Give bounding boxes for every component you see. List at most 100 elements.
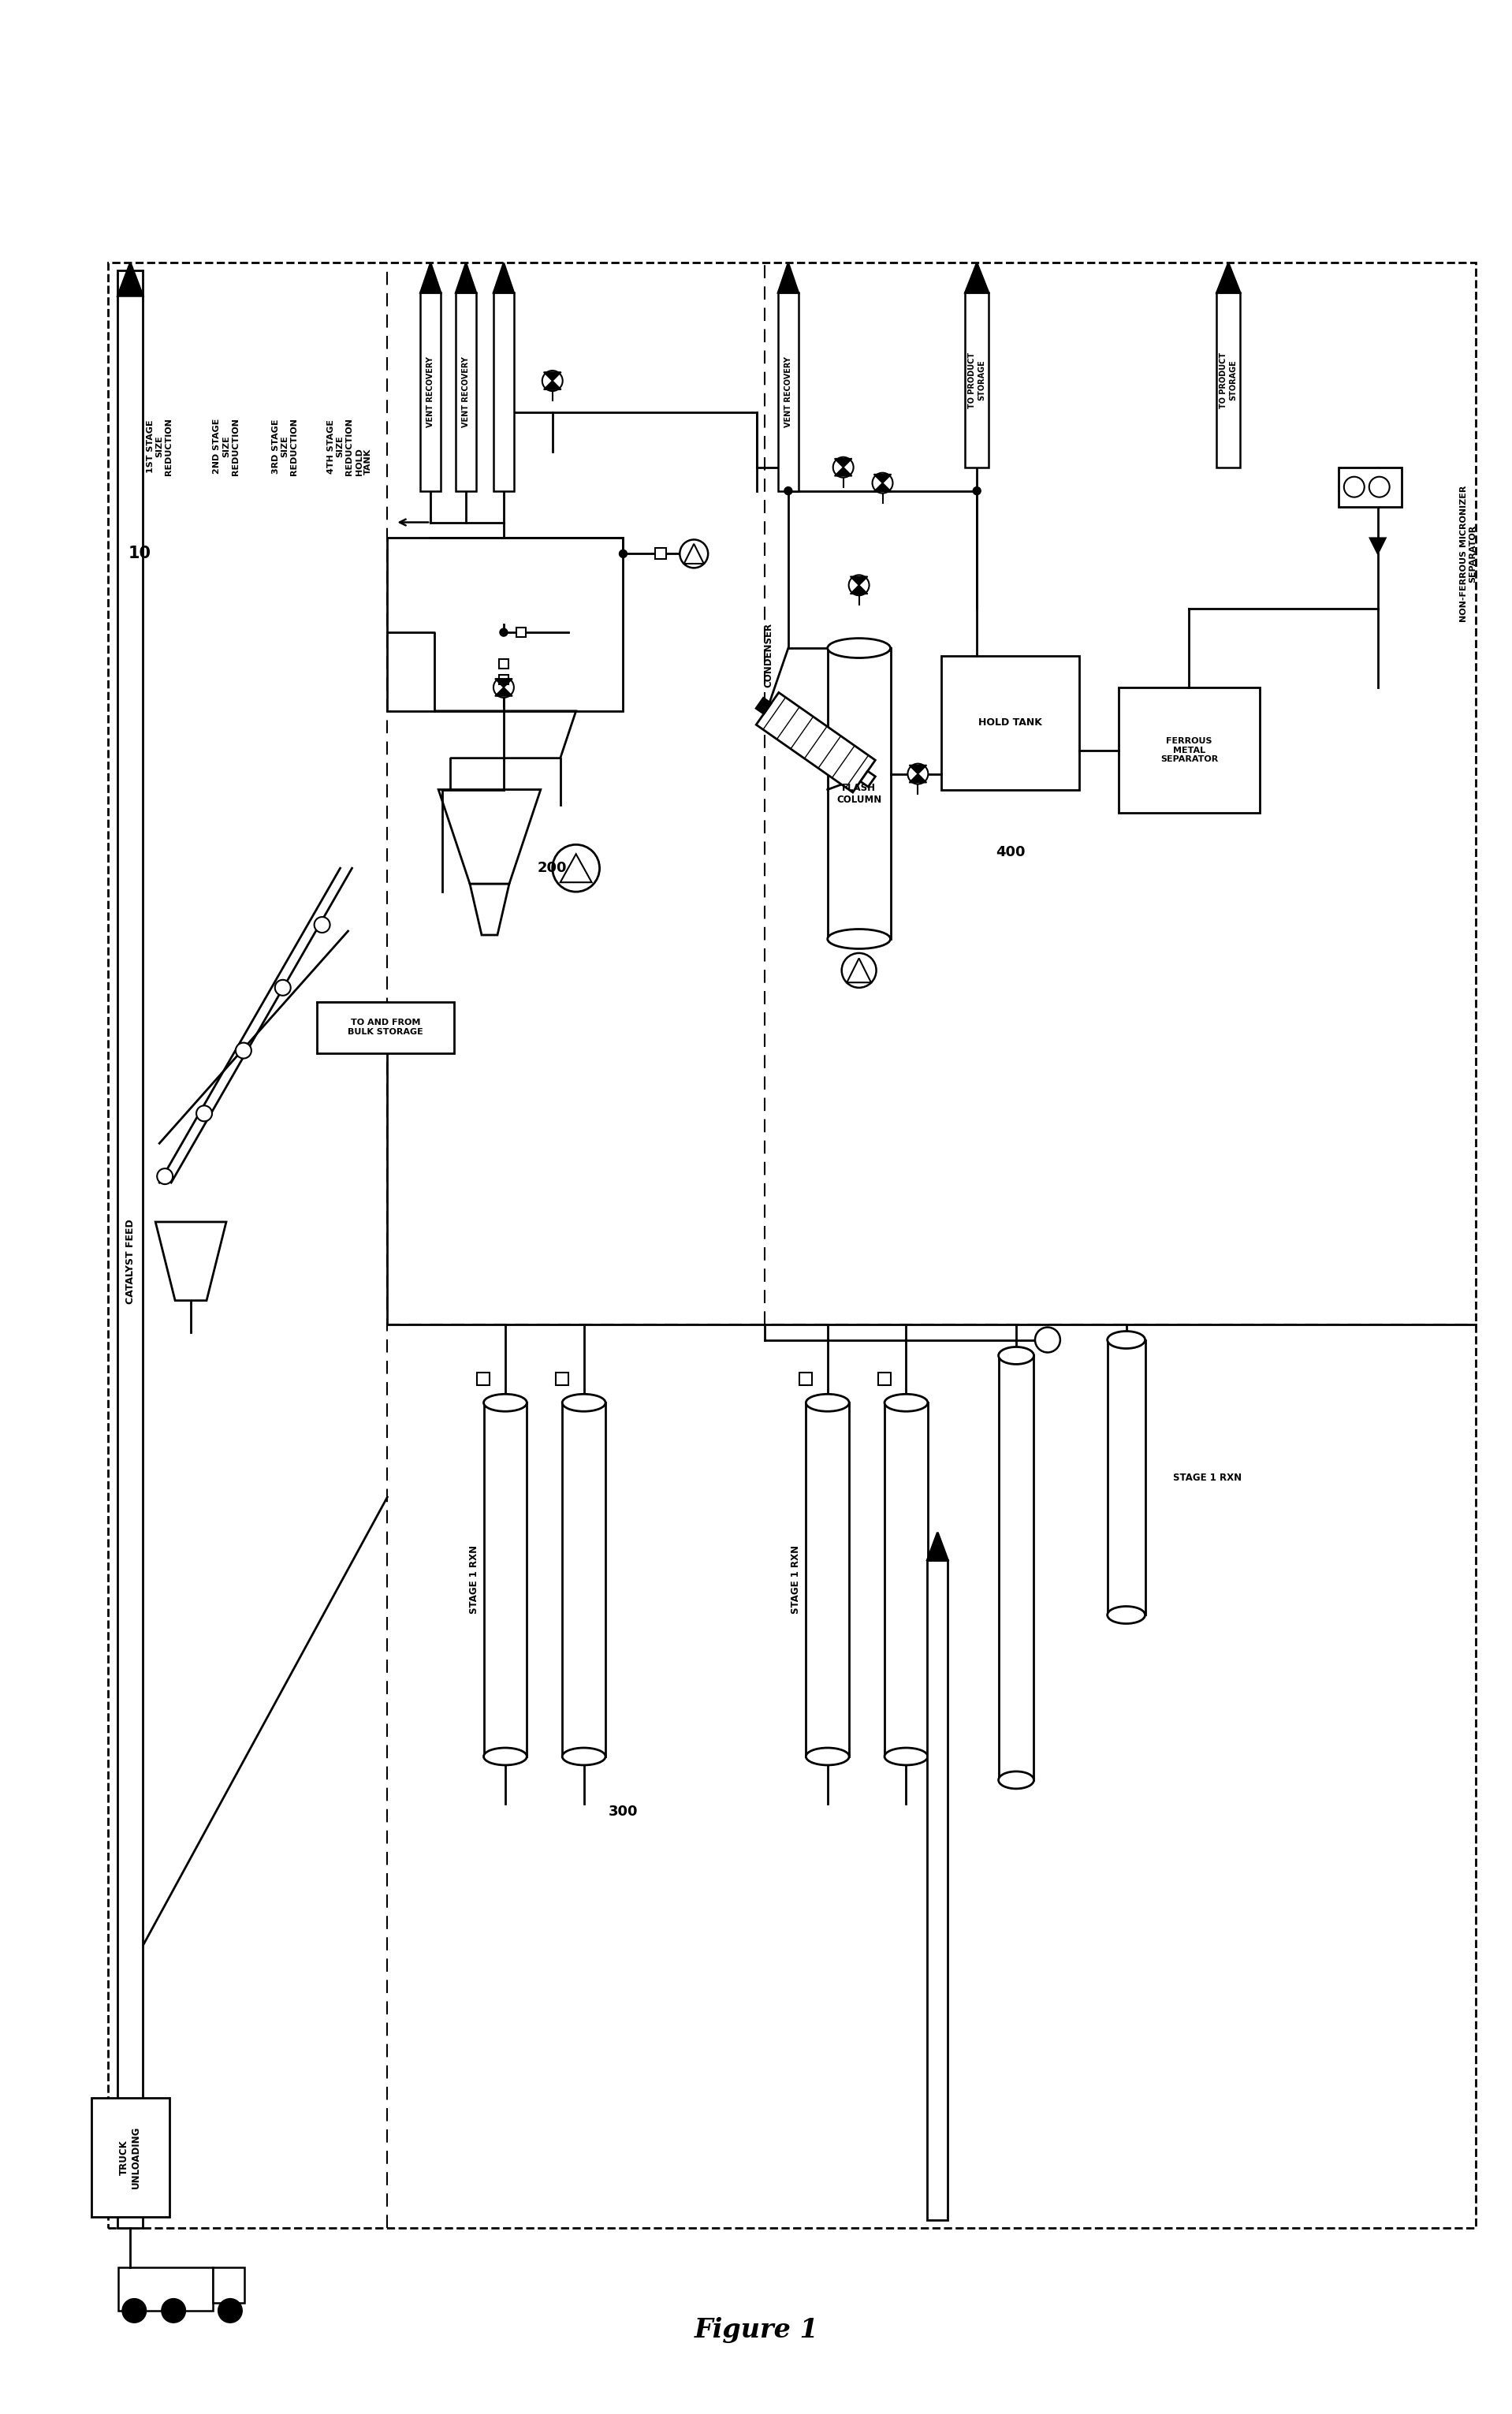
Bar (885, 1403, 928, 1757)
Bar (806, 1403, 850, 1757)
Ellipse shape (1107, 1330, 1145, 1349)
Text: HOLD
TANK: HOLD TANK (355, 447, 372, 476)
Circle shape (314, 917, 330, 932)
Circle shape (872, 473, 892, 492)
Circle shape (493, 678, 514, 698)
Ellipse shape (562, 1395, 605, 1412)
Bar (499, 659, 508, 669)
Ellipse shape (806, 1748, 850, 1765)
Polygon shape (927, 1533, 948, 1559)
Text: VENT RECOVERY: VENT RECOVERY (463, 357, 470, 427)
Ellipse shape (1107, 1605, 1145, 1625)
Circle shape (1344, 476, 1364, 497)
Bar (516, 628, 526, 637)
Polygon shape (118, 263, 144, 297)
Ellipse shape (484, 1748, 526, 1765)
Bar (800, 1374, 812, 1386)
Circle shape (218, 2298, 242, 2322)
Bar (1217, 292, 1240, 468)
Text: TO PRODUCT
STORAGE: TO PRODUCT STORAGE (1220, 352, 1237, 408)
Ellipse shape (562, 1748, 605, 1765)
Bar (1338, 468, 1402, 507)
Text: 300: 300 (608, 1803, 638, 1818)
Bar (942, 657, 1080, 789)
Polygon shape (544, 372, 561, 381)
Circle shape (785, 488, 792, 495)
Text: 4TH STAGE
SIZE
REDUCTION: 4TH STAGE SIZE REDUCTION (327, 418, 354, 476)
Text: 2ND STAGE
SIZE
REDUCTION: 2ND STAGE SIZE REDUCTION (213, 418, 239, 476)
Ellipse shape (885, 1748, 928, 1765)
Bar (455, 292, 476, 490)
Polygon shape (1217, 263, 1240, 292)
Polygon shape (756, 693, 875, 792)
Bar (827, 647, 891, 939)
Polygon shape (1370, 538, 1385, 553)
Circle shape (1368, 476, 1390, 497)
Polygon shape (756, 698, 771, 715)
Circle shape (972, 488, 981, 495)
Bar (213, 2267, 245, 2303)
Polygon shape (438, 789, 541, 884)
Polygon shape (493, 263, 514, 292)
Polygon shape (835, 468, 851, 476)
Circle shape (620, 550, 627, 558)
Text: Figure 1: Figure 1 (694, 2317, 820, 2344)
Circle shape (680, 541, 708, 567)
Bar (655, 548, 667, 560)
Text: TO PRODUCT
STORAGE: TO PRODUCT STORAGE (968, 352, 986, 408)
Text: 200: 200 (538, 862, 567, 876)
Circle shape (848, 575, 869, 596)
Polygon shape (561, 855, 591, 884)
Bar (476, 1374, 490, 1386)
Text: NON-FERROUS MICRONIZER
SEPARATOR: NON-FERROUS MICRONIZER SEPARATOR (1459, 485, 1477, 623)
Circle shape (197, 1106, 212, 1123)
Text: STAGE 1 RXN: STAGE 1 RXN (791, 1545, 801, 1615)
Polygon shape (874, 473, 891, 483)
Circle shape (842, 954, 877, 987)
Ellipse shape (806, 1395, 850, 1412)
Ellipse shape (484, 1395, 526, 1412)
Bar (493, 292, 514, 490)
Text: FERROUS
METAL
SEPARATOR: FERROUS METAL SEPARATOR (1160, 736, 1219, 763)
Polygon shape (494, 678, 513, 688)
Bar (499, 676, 508, 683)
Text: CONDENSER: CONDENSER (764, 623, 774, 688)
Circle shape (1036, 1328, 1060, 1352)
Text: CATALYST FEED: CATALYST FEED (125, 1219, 136, 1304)
Polygon shape (965, 263, 989, 292)
Bar (779, 292, 798, 490)
Polygon shape (156, 1221, 227, 1301)
Circle shape (907, 763, 928, 785)
Ellipse shape (885, 1395, 928, 1412)
Polygon shape (860, 770, 875, 787)
Polygon shape (683, 543, 703, 562)
Ellipse shape (827, 929, 891, 949)
Circle shape (833, 456, 853, 478)
Bar (118, 2267, 213, 2310)
Text: 400: 400 (995, 845, 1025, 859)
Circle shape (275, 980, 290, 995)
Bar (878, 1374, 891, 1386)
Circle shape (122, 2298, 147, 2322)
Bar (484, 1403, 526, 1757)
Ellipse shape (827, 637, 891, 659)
Text: VENT RECOVERY: VENT RECOVERY (426, 357, 434, 427)
Polygon shape (909, 765, 927, 775)
Bar (965, 292, 989, 468)
Polygon shape (470, 884, 510, 934)
Text: TRUCK
UNLOADING: TRUCK UNLOADING (119, 2127, 141, 2189)
Polygon shape (835, 459, 851, 468)
Polygon shape (420, 263, 442, 292)
Bar (555, 1374, 569, 1386)
Bar (998, 1357, 1034, 1779)
Polygon shape (779, 263, 798, 292)
Polygon shape (544, 381, 561, 389)
Polygon shape (874, 483, 891, 492)
Bar (1119, 688, 1259, 814)
Bar (118, 270, 144, 2228)
Polygon shape (847, 958, 871, 982)
Bar (316, 1002, 454, 1053)
Text: VENT RECOVERY: VENT RECOVERY (785, 357, 792, 427)
Circle shape (236, 1043, 251, 1057)
Bar (927, 1559, 948, 2221)
